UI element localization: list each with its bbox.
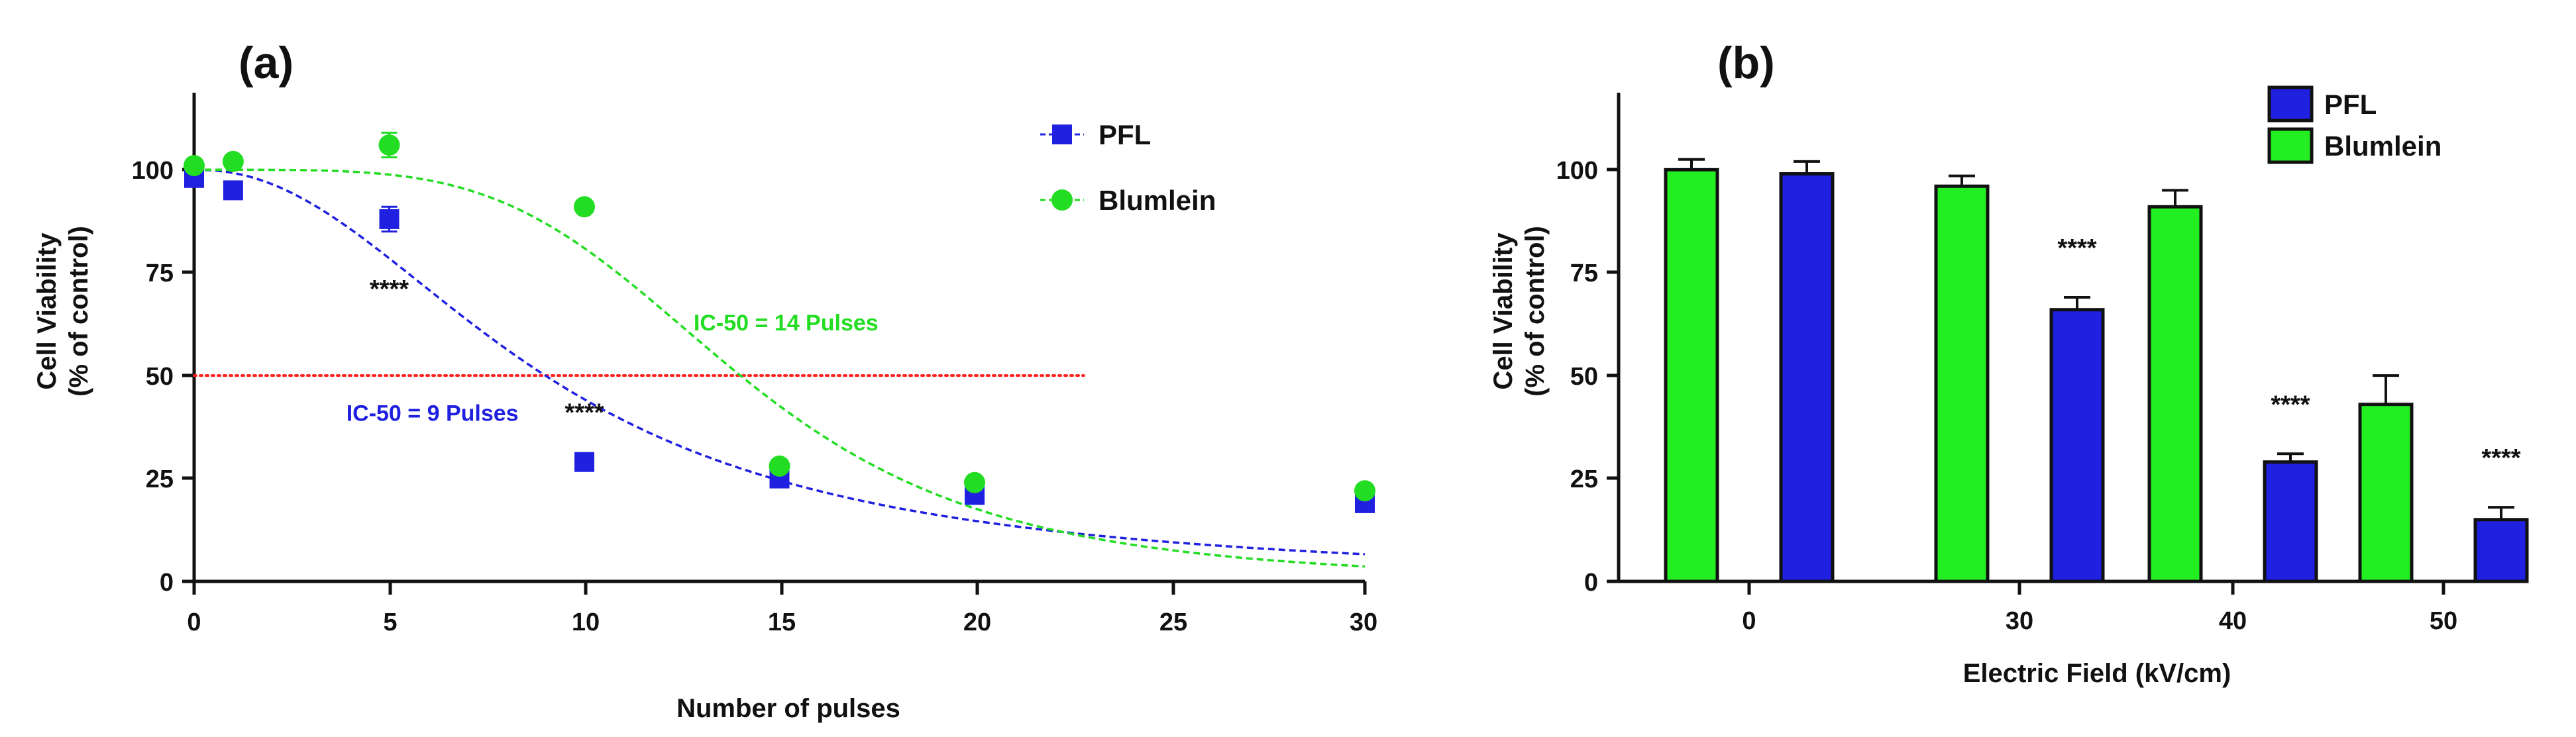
data-point-blumlein bbox=[1354, 480, 1375, 502]
legend-blumlein-label: Blumlein bbox=[1099, 185, 1216, 216]
panel-a-xtick-label: 0 bbox=[187, 609, 201, 636]
panel-a-xtick-label: 15 bbox=[768, 609, 796, 636]
significance-stars-30: **** bbox=[2057, 234, 2096, 262]
panel-b-ytick-label: 0 bbox=[1584, 569, 1598, 597]
panel-a-plot-area bbox=[184, 131, 1375, 568]
panel-b: (b) Cell Viability (% of control) Electr… bbox=[1489, 38, 2529, 688]
panel-b-ylabel-line2: (% of control) bbox=[1521, 226, 1550, 397]
data-point-blumlein bbox=[964, 471, 985, 493]
panel-a-annotation-ic50-pfl: IC-50 = 9 Pulses bbox=[347, 401, 519, 426]
panel-b-ytick-label: 100 bbox=[1556, 157, 1598, 185]
panel-b-xlabel: Electric Field (kV/cm) bbox=[1963, 659, 2231, 688]
bar-blumlein-40 bbox=[2147, 205, 2203, 583]
panel-a-xtick-label: 5 bbox=[383, 609, 397, 636]
panel-a-xlabel: Number of pulses bbox=[676, 694, 900, 723]
panel-a-ytick-label: 50 bbox=[146, 363, 174, 391]
bar-blumlein-50 bbox=[2358, 403, 2414, 583]
panel-b-ytick-label: 25 bbox=[1570, 466, 1598, 493]
panel-a-legend: PFL Blumlein bbox=[1040, 119, 1216, 216]
panel-a-xtick-label: 25 bbox=[1159, 609, 1187, 636]
panel-a-label: (a) bbox=[239, 38, 294, 88]
panel-a-significance-stars: **** bbox=[564, 399, 604, 427]
panel-a: (a) Cell Viability (% of control) Number… bbox=[32, 38, 1377, 723]
panel-b-xtick-label: 50 bbox=[2430, 607, 2457, 635]
panel-b-y-ticks: 0 25 50 75 100 bbox=[1556, 157, 1619, 597]
legend-blumlein-label: Blumlein bbox=[2324, 130, 2442, 162]
bar-pfl-0 bbox=[1779, 172, 1835, 583]
bar-pfl-30 bbox=[2049, 308, 2105, 583]
panel-b-ylabel: Cell Viability (% of control) bbox=[1489, 226, 1550, 397]
data-point-pfl bbox=[223, 180, 243, 201]
panel-b-xtick-label: 30 bbox=[2006, 607, 2033, 635]
data-point-blumlein bbox=[378, 134, 400, 156]
fit-curve-blumlein bbox=[194, 168, 1366, 568]
panel-a-ylabel-line1: Cell Viability bbox=[32, 232, 62, 390]
panel-b-plot-area: **** **** **** bbox=[1664, 158, 2529, 583]
panel-a-annotation-ic50-blumlein: IC-50 = 14 Pulses bbox=[694, 311, 879, 336]
legend-pfl-label: PFL bbox=[1099, 119, 1151, 150]
fit-curve-pfl bbox=[193, 168, 1366, 556]
data-point-blumlein bbox=[184, 155, 205, 177]
panel-b-ylabel-line1: Cell Viability bbox=[1489, 232, 1518, 390]
bar-blumlein-0 bbox=[1664, 168, 1719, 583]
data-point-blumlein bbox=[769, 455, 790, 477]
legend-pfl-swatch-icon bbox=[2267, 85, 2314, 123]
data-point-blumlein bbox=[222, 150, 244, 172]
panel-a-ylabel: Cell Viability (% of control) bbox=[32, 226, 93, 397]
bar-pfl-40 bbox=[2263, 460, 2318, 583]
panel-b-xtick-label: 0 bbox=[1742, 607, 1756, 635]
panel-a-ytick-label: 0 bbox=[160, 569, 174, 597]
panel-a-xtick-label: 30 bbox=[1350, 609, 1377, 636]
bar-pfl-50 bbox=[2473, 518, 2529, 583]
panel-b-x-ticks: 0 30 40 50 bbox=[1742, 581, 2457, 635]
significance-stars-50: **** bbox=[2481, 444, 2520, 472]
data-point-pfl bbox=[379, 209, 400, 229]
panel-b-label: (b) bbox=[1717, 38, 1775, 88]
panel-a-x-ticks: 0 5 10 15 20 25 30 bbox=[187, 581, 1377, 636]
panel-a-ylabel-line2: (% of control) bbox=[64, 226, 93, 397]
panel-a-xtick-label: 20 bbox=[963, 609, 991, 636]
panel-b-legend: PFL Blumlein bbox=[2267, 85, 2442, 164]
panel-a-y-ticks: 0 25 50 75 100 bbox=[132, 157, 194, 597]
panel-a-significance-stars: **** bbox=[370, 275, 409, 303]
panel-b-xtick-label: 40 bbox=[2219, 607, 2247, 635]
panel-a-ytick-label: 25 bbox=[146, 466, 174, 493]
panel-b-ytick-label: 50 bbox=[1570, 363, 1598, 391]
bar-blumlein-30 bbox=[1934, 184, 1990, 583]
data-point-blumlein bbox=[574, 196, 595, 218]
panel-a-ytick-label: 75 bbox=[146, 260, 174, 287]
panel-b-ytick-label: 75 bbox=[1570, 260, 1598, 287]
data-point-pfl bbox=[574, 452, 594, 472]
panel-a-ytick-label: 100 bbox=[132, 157, 174, 185]
legend-pfl-label: PFL bbox=[2324, 89, 2377, 120]
significance-stars-40: **** bbox=[2271, 391, 2310, 418]
legend-blumlein-swatch-icon bbox=[2267, 127, 2314, 164]
panel-a-xtick-label: 10 bbox=[572, 609, 600, 636]
